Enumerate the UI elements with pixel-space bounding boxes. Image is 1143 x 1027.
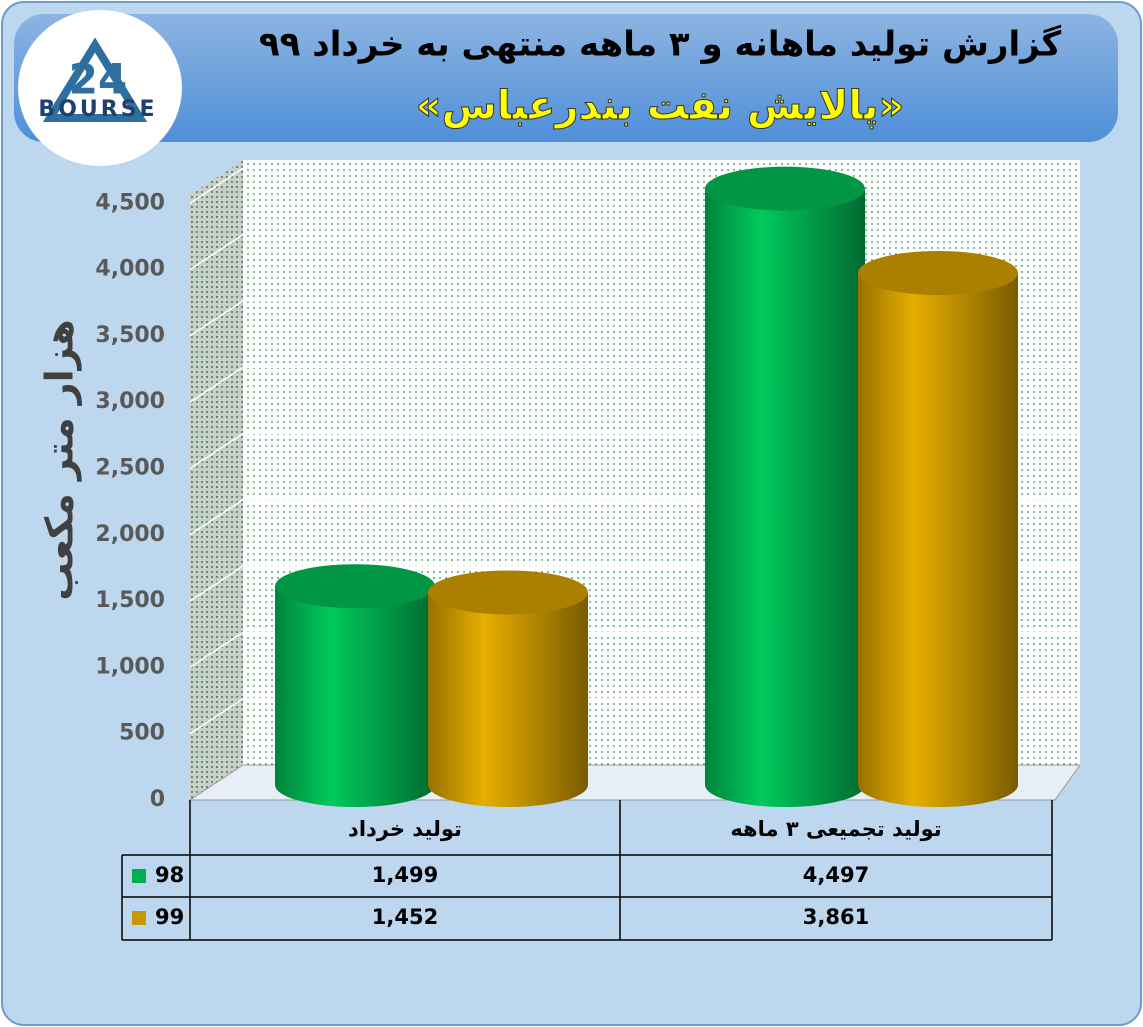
legend-key	[132, 911, 146, 925]
y-tick-label: 2,500	[95, 455, 165, 480]
chart-title: گزارش تولید ماهانه و ۳ ماهه منتهی به خرد…	[259, 25, 1061, 65]
y-tick-label: 2,000	[95, 522, 165, 547]
y-tick-label: 3,500	[95, 323, 165, 348]
bar	[275, 586, 435, 807]
y-tick-label: 4,500	[95, 190, 165, 215]
bar-top	[705, 166, 865, 211]
data-label: 3,861	[803, 905, 869, 929]
data-label: 1,452	[372, 905, 438, 929]
bar-top	[858, 250, 1018, 295]
y-tick-label: 500	[119, 721, 165, 746]
y-axis-label: هزار متر مکعب	[38, 319, 82, 600]
y-tick-label: 1,500	[95, 588, 165, 613]
x-tick-label: تولید خرداد	[348, 817, 462, 841]
header-band	[14, 14, 1118, 142]
logo-triangle	[42, 37, 148, 122]
x-tick-label: تولید تجمیعی ۳ ماهه	[730, 817, 941, 841]
bar	[858, 272, 1018, 808]
y-tick-label: 0	[150, 787, 165, 812]
data-label: 1,499	[372, 863, 438, 887]
data-label: 4,497	[803, 863, 869, 887]
legend-label: 98	[155, 863, 184, 887]
logo-name: BOURSE	[38, 97, 157, 122]
y-tick-label: 4,000	[95, 257, 165, 282]
bar-top	[275, 564, 435, 609]
bar-top	[428, 570, 588, 615]
y-tick-label: 3,000	[95, 389, 165, 414]
logo-number: 24	[69, 55, 127, 104]
logo-bg	[18, 10, 182, 166]
legend-label: 99	[155, 905, 184, 929]
chart-subtitle: «پالایش نفت بندرعباس»	[416, 83, 904, 129]
bar	[428, 592, 588, 807]
side-wall	[190, 160, 243, 800]
y-tick-label: 1,000	[95, 654, 165, 679]
legend-key	[132, 869, 146, 883]
bar	[705, 188, 865, 807]
